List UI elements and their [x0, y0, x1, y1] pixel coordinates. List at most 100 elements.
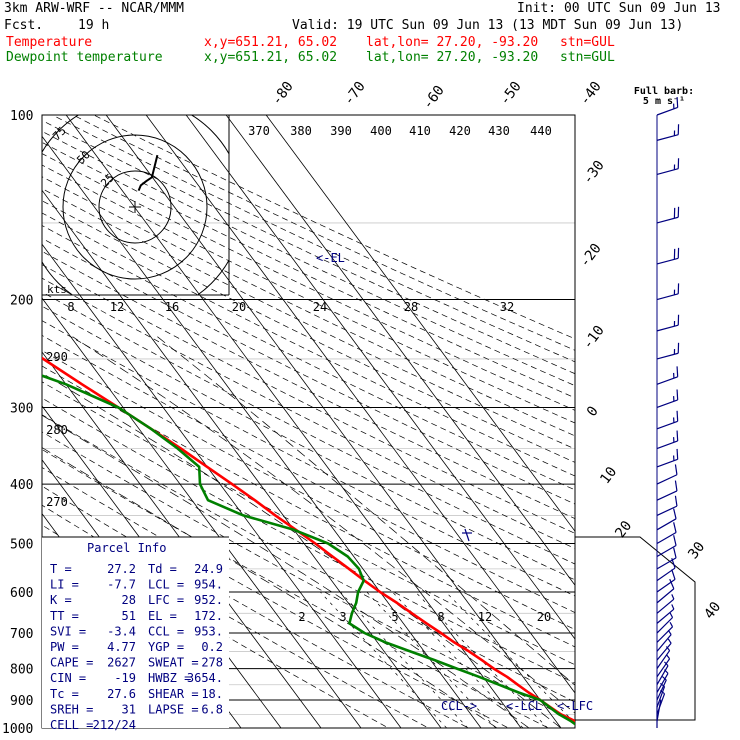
hodograph-ring	[98, 170, 172, 244]
theta-label: 400	[370, 124, 392, 138]
mixing-ratio-label: 3	[339, 610, 346, 624]
theta-label: 370	[248, 124, 270, 138]
wind-barb-full	[674, 495, 678, 507]
wind-barb-shaft	[656, 216, 679, 224]
isotherm-line	[265, 115, 575, 532]
wind-barb-full	[669, 578, 675, 589]
moist-adiabat	[42, 414, 530, 728]
temperature-xy: x,y=651.21, 65.02	[204, 35, 338, 50]
dry-adiabat	[42, 431, 575, 722]
wind-barb-shaft	[656, 399, 678, 409]
wind-barb	[656, 621, 674, 643]
pressure-label: 200	[10, 294, 33, 309]
dry-adiabat	[42, 467, 510, 728]
wind-barb-full	[677, 158, 680, 169]
dewpoint-profile	[42, 374, 575, 726]
wind-barb-shaft	[656, 376, 678, 385]
pressure-label: 500	[10, 537, 33, 552]
wind-barb-half	[669, 621, 674, 628]
parcel-info-label: CIN =	[50, 671, 86, 685]
wind-barb-full	[674, 464, 678, 475]
wind-barb	[656, 366, 679, 385]
wind-barb-shaft	[656, 642, 672, 661]
valid-time: Valid: 19 UTC Sun 09 Jun 13 (13 MDT Sun …	[292, 18, 684, 33]
lcl-marker-label: <-LCL	[506, 699, 542, 713]
parcel-info-label: Td =	[148, 562, 177, 576]
wind-barb	[656, 495, 678, 516]
isotherm-label: -20	[577, 241, 605, 271]
theta-label: 380	[290, 124, 312, 138]
ccl-marker-label: CCL->	[441, 699, 477, 713]
parcel-info-label: YGP =	[148, 640, 184, 654]
isotherm-label: -40	[577, 79, 605, 109]
moist-adiabat	[157, 336, 575, 686]
wind-barb-half	[673, 320, 676, 327]
dry-adiabat	[42, 334, 575, 613]
thetae-label: 8	[67, 300, 74, 314]
model-title: 3km ARW-WRF -- NCAR/MMM	[4, 1, 185, 16]
parcel-info-value: 172.	[194, 609, 223, 623]
wind-barb-shaft	[656, 598, 675, 614]
isotherm-label: 30	[685, 539, 708, 562]
wind-barb	[656, 480, 678, 501]
wind-barb-shaft	[656, 608, 675, 624]
parcel-info-value: 278	[201, 656, 223, 670]
wind-barb-shaft	[656, 420, 678, 430]
parcel-info-value: 212/24	[93, 718, 136, 732]
wind-barb-shaft	[656, 531, 677, 544]
isotherm-label: -60	[420, 83, 448, 113]
dry-adiabat	[42, 119, 575, 375]
wind-barb	[656, 557, 676, 582]
wind-barb-half	[673, 372, 675, 379]
wind-barb-half	[662, 676, 667, 681]
wind-barb-shaft	[656, 474, 678, 485]
wind-barb-half	[665, 646, 671, 651]
mixing-ratio-label: 2	[298, 610, 305, 624]
wind-barb	[656, 578, 675, 604]
wind-barb	[656, 522, 677, 544]
wind-barb-shaft	[656, 352, 679, 360]
wind-barb-full	[677, 342, 680, 354]
dry-adiabat	[42, 141, 575, 399]
wind-barb	[656, 124, 680, 141]
barb-legend-title: Full barb:	[634, 86, 694, 97]
wind-barb	[656, 638, 672, 661]
dry-adiabat	[42, 305, 575, 581]
wind-barb-shaft	[656, 693, 666, 715]
hodograph-ring-label: 75	[50, 124, 69, 143]
dry-adiabat	[42, 350, 575, 630]
wind-barb-full	[673, 535, 677, 546]
wind-barb-half	[673, 396, 675, 402]
thetae-label: 24	[313, 300, 327, 314]
isotherm-label: 40	[701, 599, 724, 622]
wind-barb-shaft	[656, 567, 676, 582]
hodograph-ring-label: 25	[98, 171, 117, 190]
dewpoint-station: stn=GUL	[560, 50, 615, 65]
parcel-info-value: 0.2	[201, 640, 223, 654]
wind-barb-shaft	[656, 440, 678, 450]
wind-barb-full	[676, 97, 679, 108]
isotherm-label: 20	[612, 518, 635, 541]
wind-barb-half	[671, 594, 675, 600]
wind-barb	[656, 594, 675, 614]
parcel-info-value: 24.9	[194, 562, 223, 576]
wind-barb-half	[673, 164, 676, 170]
wind-barb-shaft	[656, 168, 679, 175]
wind-barb	[656, 464, 678, 485]
temperature-station: stn=GUL	[560, 35, 615, 50]
wind-barb-shaft	[656, 293, 679, 301]
moist-adiabat	[42, 447, 498, 728]
wind-barb-full	[673, 522, 677, 533]
lfc-marker-label: <-LFC	[557, 699, 593, 713]
isotherm-line	[145, 115, 575, 694]
dewpoint-xy: x,y=651.21, 65.02	[204, 50, 338, 65]
isotherm-label: 10	[597, 464, 620, 487]
dewpoint-latlon: lat,lon= 27.20, -93.20	[366, 50, 539, 65]
wind-barb-shaft	[656, 673, 669, 693]
parcel-info-value: 28	[122, 593, 136, 607]
mixing-ratio-line	[415, 591, 548, 728]
wind-barb-shaft	[656, 557, 677, 570]
wind-barb-shaft	[656, 544, 677, 557]
wind-barb	[656, 535, 677, 557]
isotherm-label: -80	[269, 79, 297, 109]
